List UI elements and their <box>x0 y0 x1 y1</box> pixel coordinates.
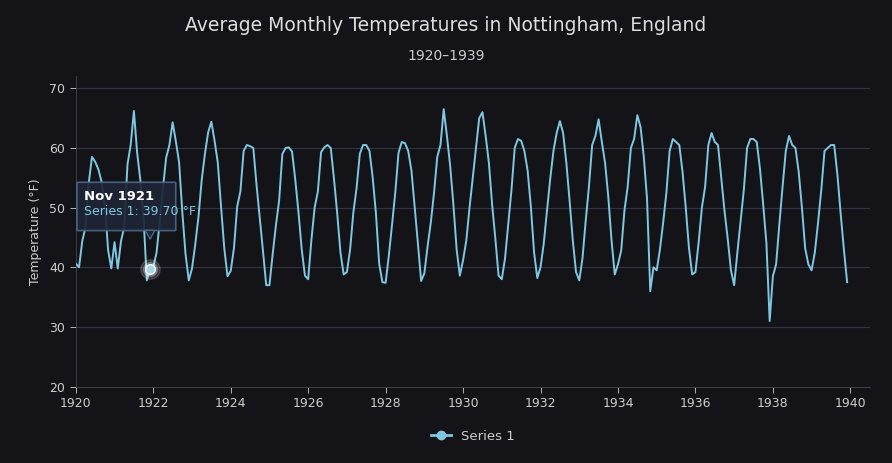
FancyBboxPatch shape <box>77 182 176 231</box>
Text: Average Monthly Temperatures in Nottingham, England: Average Monthly Temperatures in Nottingh… <box>186 16 706 35</box>
Legend: Series 1: Series 1 <box>425 424 520 448</box>
Polygon shape <box>145 230 154 239</box>
Text: Series 1: 39.70 °F: Series 1: 39.70 °F <box>84 205 195 218</box>
Y-axis label: Temperature (°F): Temperature (°F) <box>29 178 43 285</box>
Text: Nov 1921: Nov 1921 <box>84 190 153 203</box>
Text: 1920–1939: 1920–1939 <box>408 49 484 63</box>
